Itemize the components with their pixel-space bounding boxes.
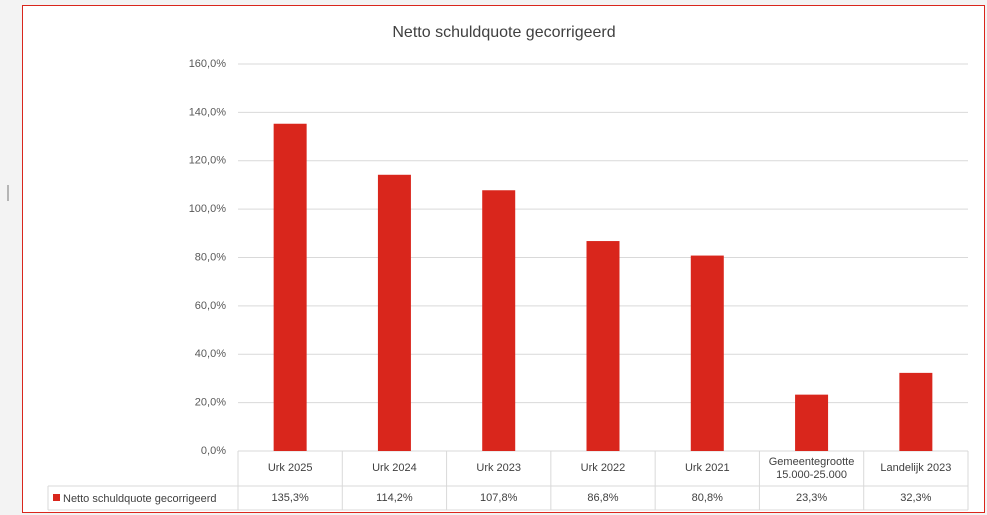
bar — [377, 174, 411, 451]
data-table-value: 114,2% — [376, 491, 413, 504]
bar — [586, 241, 620, 451]
y-tick-label: 60,0% — [195, 300, 226, 312]
x-tick-label: Urk 2023 — [476, 462, 522, 474]
bar — [899, 372, 933, 451]
legend-label: Netto schuldquote gecorrigeerd — [63, 493, 216, 505]
data-table-value-box: 135,3% — [271, 491, 309, 504]
x-tick-label: Landelijk 2023 — [880, 462, 952, 474]
legend-swatch — [53, 494, 60, 501]
x-tick-label: Gemeentegrootte 15.000-25.000 — [768, 455, 855, 481]
data-table-value: 107,8% — [480, 491, 518, 504]
x-tick-label-box: Urk 2023 — [476, 462, 522, 474]
y-tick-label: 40,0% — [195, 348, 226, 360]
data-table-value: 135,3% — [271, 491, 309, 504]
x-tick-label-box: Urk 2022 — [580, 462, 626, 474]
chart-title: Netto schuldquote gecorrigeerd — [392, 24, 615, 41]
x-tick-label-box: Urk 2025 — [267, 462, 313, 474]
x-tick-label-box: Urk 2024 — [372, 462, 417, 474]
y-tick-label: 0,0% — [201, 445, 226, 457]
y-tick-label: 160,0% — [189, 58, 227, 70]
y-tick-label: 20,0% — [195, 397, 226, 409]
data-table-value: 32,3% — [900, 491, 932, 504]
x-tick-label: Urk 2022 — [580, 462, 626, 474]
y-tick-label: 100,0% — [189, 203, 227, 215]
data-table-value: 80,8% — [691, 491, 723, 504]
y-tick-label: 120,0% — [189, 155, 227, 167]
x-tick-label-box: Urk 2021 — [684, 462, 730, 474]
data-table-value: 23,3% — [795, 491, 828, 504]
data-table-value-box: 80,8% — [691, 491, 723, 504]
y-tick-label: 80,0% — [195, 251, 226, 263]
data-table-value-box: 23,3% — [795, 491, 828, 504]
bar — [482, 190, 516, 452]
x-tick-label-box: Landelijk 2023 — [880, 462, 952, 474]
x-tick-label: Urk 2025 — [267, 462, 313, 474]
bar — [795, 394, 829, 451]
x-tick-label: Urk 2024 — [372, 462, 417, 474]
data-table-value-box: 32,3% — [900, 491, 932, 504]
data-table-value-box: 107,8% — [480, 491, 518, 504]
y-tick-label: 140,0% — [189, 106, 227, 118]
data-table-value-box: 114,2% — [376, 491, 413, 504]
x-tick-label: Urk 2021 — [684, 462, 730, 474]
bar — [690, 255, 724, 451]
data-table-value: 86,8% — [587, 491, 619, 504]
bar — [273, 123, 307, 451]
x-tick-label-box: Gemeentegrootte 15.000-25.000 — [768, 455, 855, 481]
data-table-value-box: 86,8% — [587, 491, 619, 504]
